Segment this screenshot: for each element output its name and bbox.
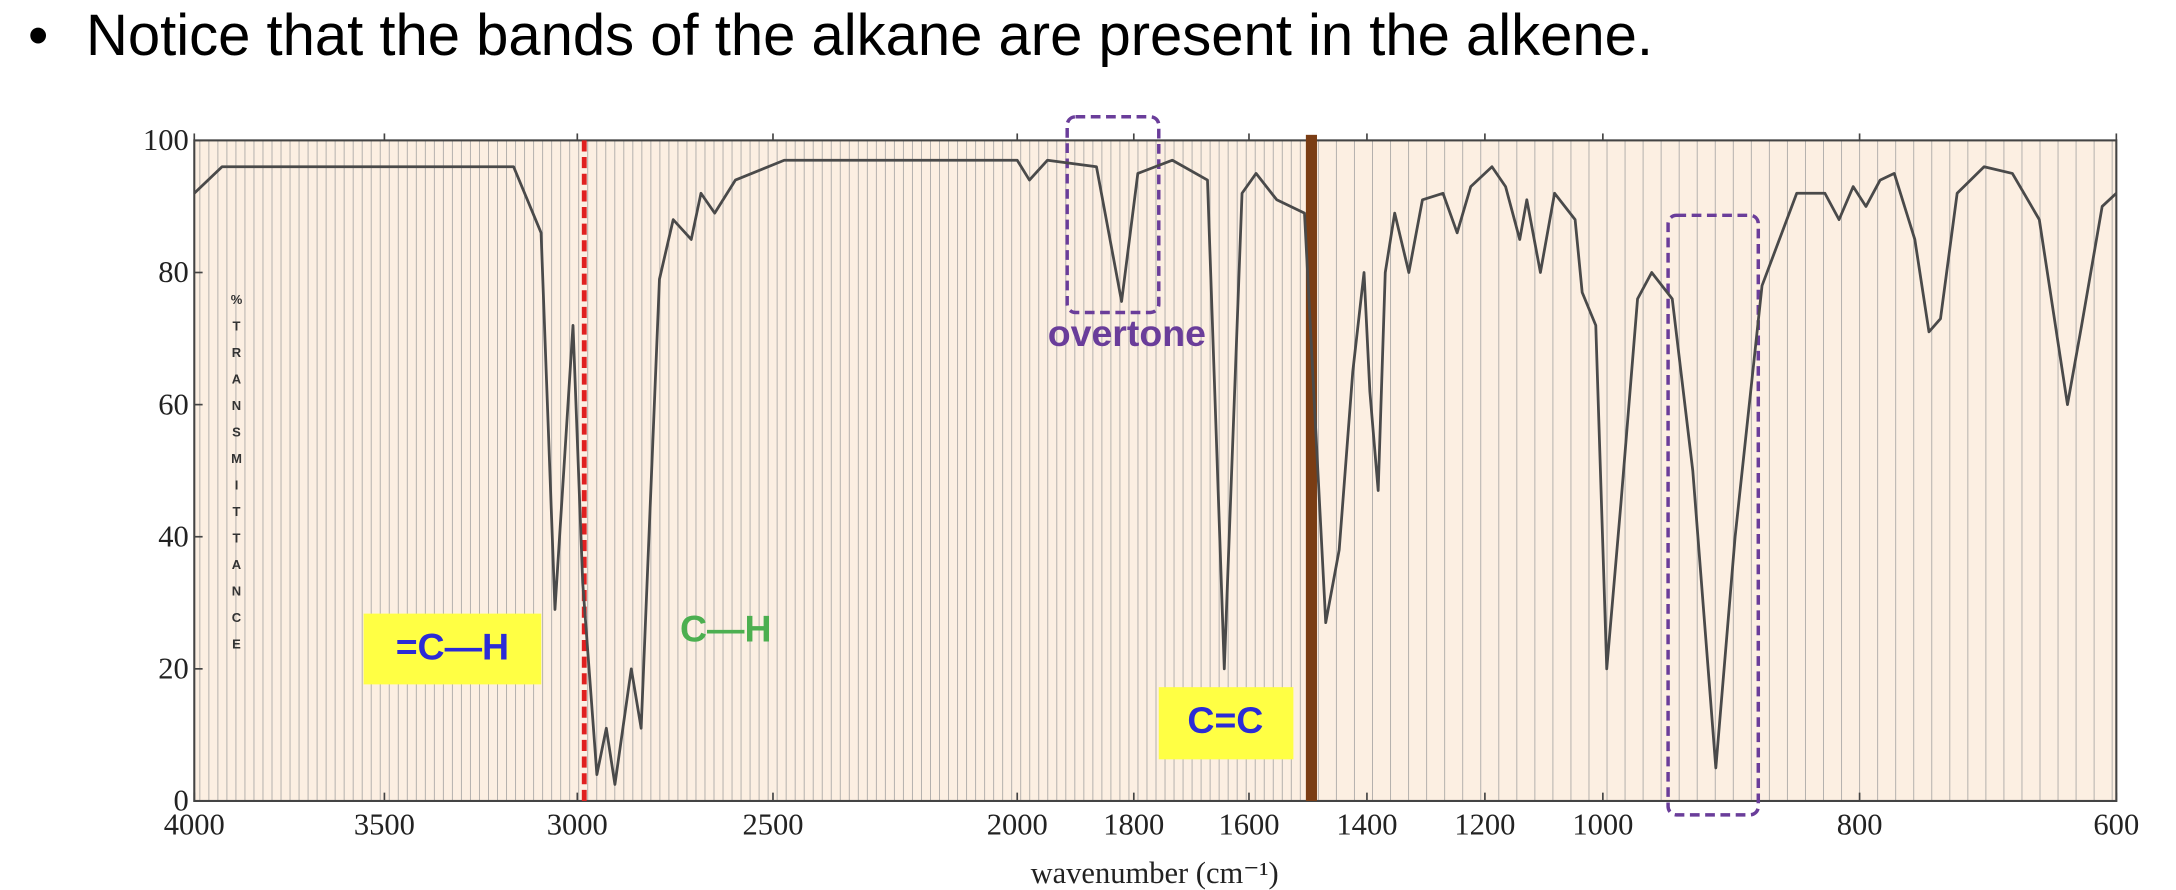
x-tick-label: 1400 (1336, 807, 1397, 841)
y-tick-label: 40 (158, 519, 189, 553)
x-tick-label: 1800 (1103, 807, 1164, 841)
highlight-box (1065, 115, 1161, 315)
marker-bar (1305, 134, 1317, 801)
annotation: C—H (680, 608, 772, 650)
label-box (363, 613, 542, 685)
x-tick-label: 4000 (164, 807, 225, 841)
y-tick-label: 20 (158, 652, 189, 686)
spectrum-line (193, 158, 2118, 786)
x-tick-label: 2000 (987, 807, 1048, 841)
x-tick-label: 1000 (1572, 807, 1633, 841)
bullet-list: Notice that the bands of the alkane are … (28, 2, 1653, 69)
y-tick-label: 100 (143, 123, 189, 157)
annotation: overtone (1048, 312, 1206, 354)
x-tick-label: 600 (2093, 807, 2139, 841)
annotation: C=C (1187, 699, 1263, 741)
highlight-box (1666, 213, 1761, 817)
x-tick-label: 3000 (547, 807, 608, 841)
x-tick-label: 3500 (354, 807, 415, 841)
label-box (1158, 687, 1294, 760)
y-axis-label: %TRANSMITTANCE (229, 292, 244, 663)
x-tick-label: 1600 (1218, 807, 1279, 841)
x-axis-label: wavenumber (cm⁻¹) (1031, 856, 1279, 890)
annotation: =C—H (396, 626, 509, 668)
chart-paper (199, 140, 2113, 801)
x-tick-label: 1200 (1454, 807, 1515, 841)
x-tick-label: 800 (1837, 807, 1883, 841)
bullet-text: Notice that the bands of the alkane are … (28, 2, 1653, 69)
plot-frame (193, 139, 2118, 802)
y-tick-label: 0 (173, 784, 188, 818)
plot-background (194, 140, 2117, 801)
y-tick-label: 80 (158, 255, 189, 289)
y-tick-label: 60 (158, 387, 189, 421)
x-tick-label: 2500 (742, 807, 803, 841)
